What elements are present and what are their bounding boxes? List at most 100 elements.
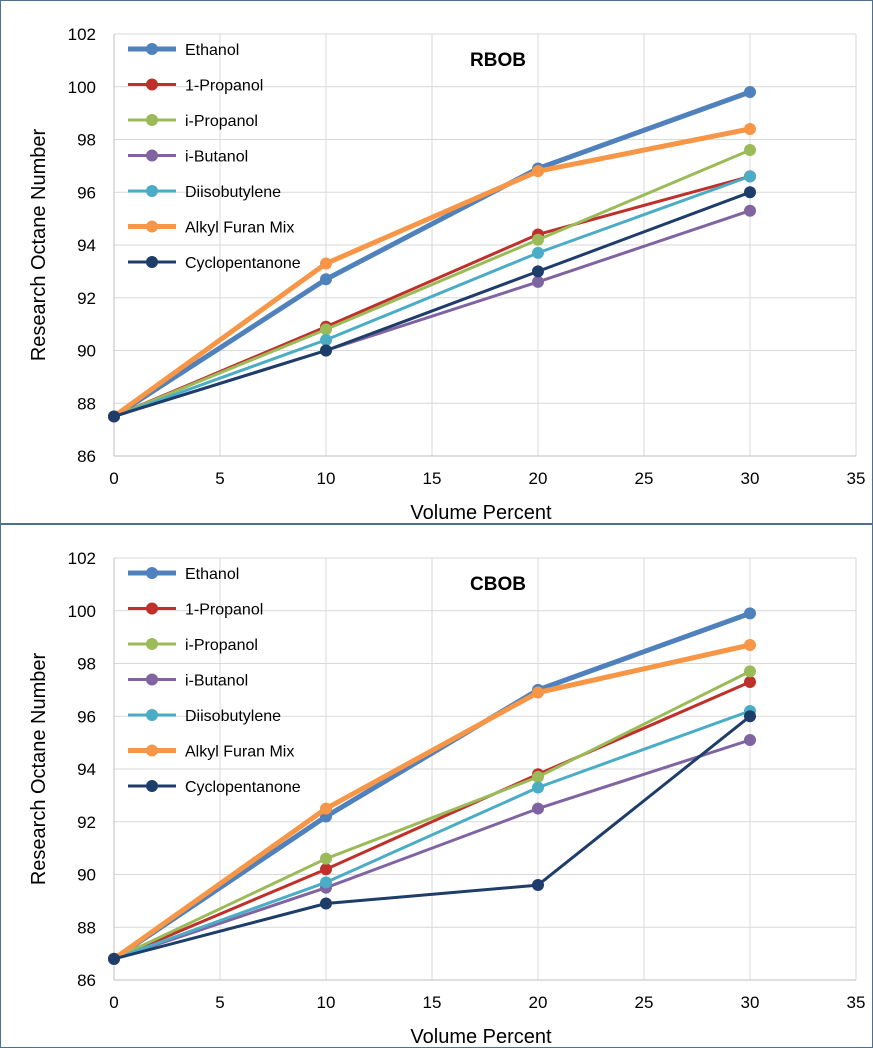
data-point	[532, 275, 544, 288]
x-tick-label: 10	[317, 469, 336, 488]
legend: Ethanol 1-Propanol i-Propanol i-Butanol Diis…	[128, 566, 301, 796]
x-tick-label: 0	[109, 469, 118, 488]
series-line	[112, 709, 752, 961]
data-point	[320, 257, 332, 270]
legend-label: Alkyl Furan Mix	[185, 744, 294, 761]
y-tick-label: 88	[77, 918, 96, 937]
legend-swatch-marker	[146, 185, 158, 197]
x-tick-label: 10	[317, 993, 336, 1012]
series-line	[112, 174, 752, 418]
y-tick-label: 96	[77, 183, 96, 202]
y-tick-label: 102	[68, 549, 96, 568]
x-axis-title: Volume Percent	[410, 1026, 552, 1047]
legend-label: Cyclopentanone	[185, 779, 301, 796]
x-tick-label: 30	[741, 993, 760, 1012]
data-point	[320, 333, 332, 346]
data-point	[320, 852, 332, 865]
chart-title: RBOB	[470, 50, 526, 71]
y-tick-label: 100	[68, 78, 96, 97]
legend-label: Ethanol	[185, 566, 239, 583]
data-point	[744, 170, 756, 183]
x-tick-label: 35	[847, 993, 866, 1012]
data-point	[108, 952, 120, 965]
series-line	[111, 89, 753, 419]
x-tick-label: 0	[109, 993, 118, 1012]
legend-label: Cyclopentanone	[185, 255, 301, 272]
legend-swatch-marker	[146, 638, 158, 650]
data-point	[320, 876, 332, 889]
data-point	[320, 273, 332, 286]
legend-swatch-marker	[146, 256, 158, 268]
y-tick-label: 90	[77, 342, 96, 361]
y-axis-title: Research Octane Number	[28, 653, 50, 886]
legend-label: Diisobutylene	[185, 184, 281, 201]
data-point	[744, 733, 756, 746]
y-tick-label: 88	[77, 394, 96, 413]
data-point	[320, 344, 332, 357]
legend-swatch-marker	[146, 567, 158, 579]
chart-title: CBOB	[470, 574, 526, 595]
data-point	[744, 710, 756, 723]
legend-swatch-marker	[146, 780, 158, 792]
legend-swatch-marker	[146, 43, 158, 55]
cbob-chart: 86 88 90 92 94 96 98 100 102 0 5 10 15 20 25 30 35 Volume…	[28, 549, 866, 1047]
legend-label: 1-Propanol	[185, 78, 263, 95]
y-tick-label: 98	[77, 655, 96, 674]
legend-label: i-Propanol	[185, 637, 258, 654]
series-cyclopentanone	[108, 186, 756, 423]
y-tick-label: 102	[68, 25, 96, 44]
data-point	[320, 863, 332, 876]
data-point	[532, 770, 544, 783]
legend-label: Ethanol	[185, 42, 239, 59]
legend: Ethanol 1-Propanol i-Propanol i-Butanol Diis…	[128, 42, 301, 272]
y-tick-label: 90	[77, 866, 96, 885]
y-tick-label: 100	[68, 602, 96, 621]
data-point	[532, 265, 544, 278]
series-line	[112, 714, 752, 961]
data-point	[532, 781, 544, 794]
data-point	[744, 186, 756, 199]
y-tick-label: 98	[77, 131, 96, 150]
y-tick-label: 96	[77, 707, 96, 726]
data-point	[744, 122, 756, 135]
data-point	[532, 879, 544, 892]
y-tick-label: 92	[77, 289, 96, 308]
series-alkyl-furan-mix	[108, 639, 756, 965]
y-tick-label: 92	[77, 813, 96, 832]
data-point	[532, 802, 544, 815]
x-tick-label: 20	[529, 993, 548, 1012]
chart-panel-rbob: 86 88 90 92 94 96 98 100 102 0 5 10 15 20 25 30 35 Volume…	[0, 0, 873, 524]
rbob-chart: 86 88 90 92 94 96 98 100 102 0 5 10 15 20 25 30 35 Volume…	[28, 25, 865, 523]
data-point	[744, 204, 756, 217]
legend-label: i-Butanol	[185, 673, 248, 690]
data-point	[744, 144, 756, 157]
y-tick-label: 86	[77, 447, 96, 466]
legend-label: Diisobutylene	[185, 708, 281, 725]
x-tick-label: 15	[423, 993, 442, 1012]
y-tick-label: 94	[77, 760, 96, 779]
x-tick-label: 25	[635, 993, 654, 1012]
legend-swatch-marker	[146, 602, 158, 615]
series-cyclopentanone	[108, 710, 756, 965]
x-axis-title: Volume Percent	[410, 502, 552, 523]
legend-label: Alkyl Furan Mix	[185, 220, 294, 237]
y-axis-title: Research Octane Number	[28, 129, 50, 362]
data-point	[532, 165, 544, 178]
series-alkyl-furan-mix	[108, 122, 756, 423]
gridlines	[114, 33, 857, 457]
series-line	[112, 148, 752, 418]
y-tick-label: 86	[77, 971, 96, 990]
data-point	[320, 802, 332, 815]
series-line	[112, 738, 752, 961]
legend-label: i-Butanol	[185, 149, 248, 166]
data-point	[744, 607, 756, 620]
series-line	[112, 680, 752, 961]
data-point	[320, 897, 332, 910]
legend-swatch-marker	[146, 709, 158, 721]
legend-swatch-marker	[146, 149, 158, 162]
x-tick-label: 5	[215, 469, 224, 488]
data-point	[744, 675, 756, 688]
gridlines	[114, 557, 857, 981]
data-point	[744, 665, 756, 678]
data-point	[532, 233, 544, 246]
